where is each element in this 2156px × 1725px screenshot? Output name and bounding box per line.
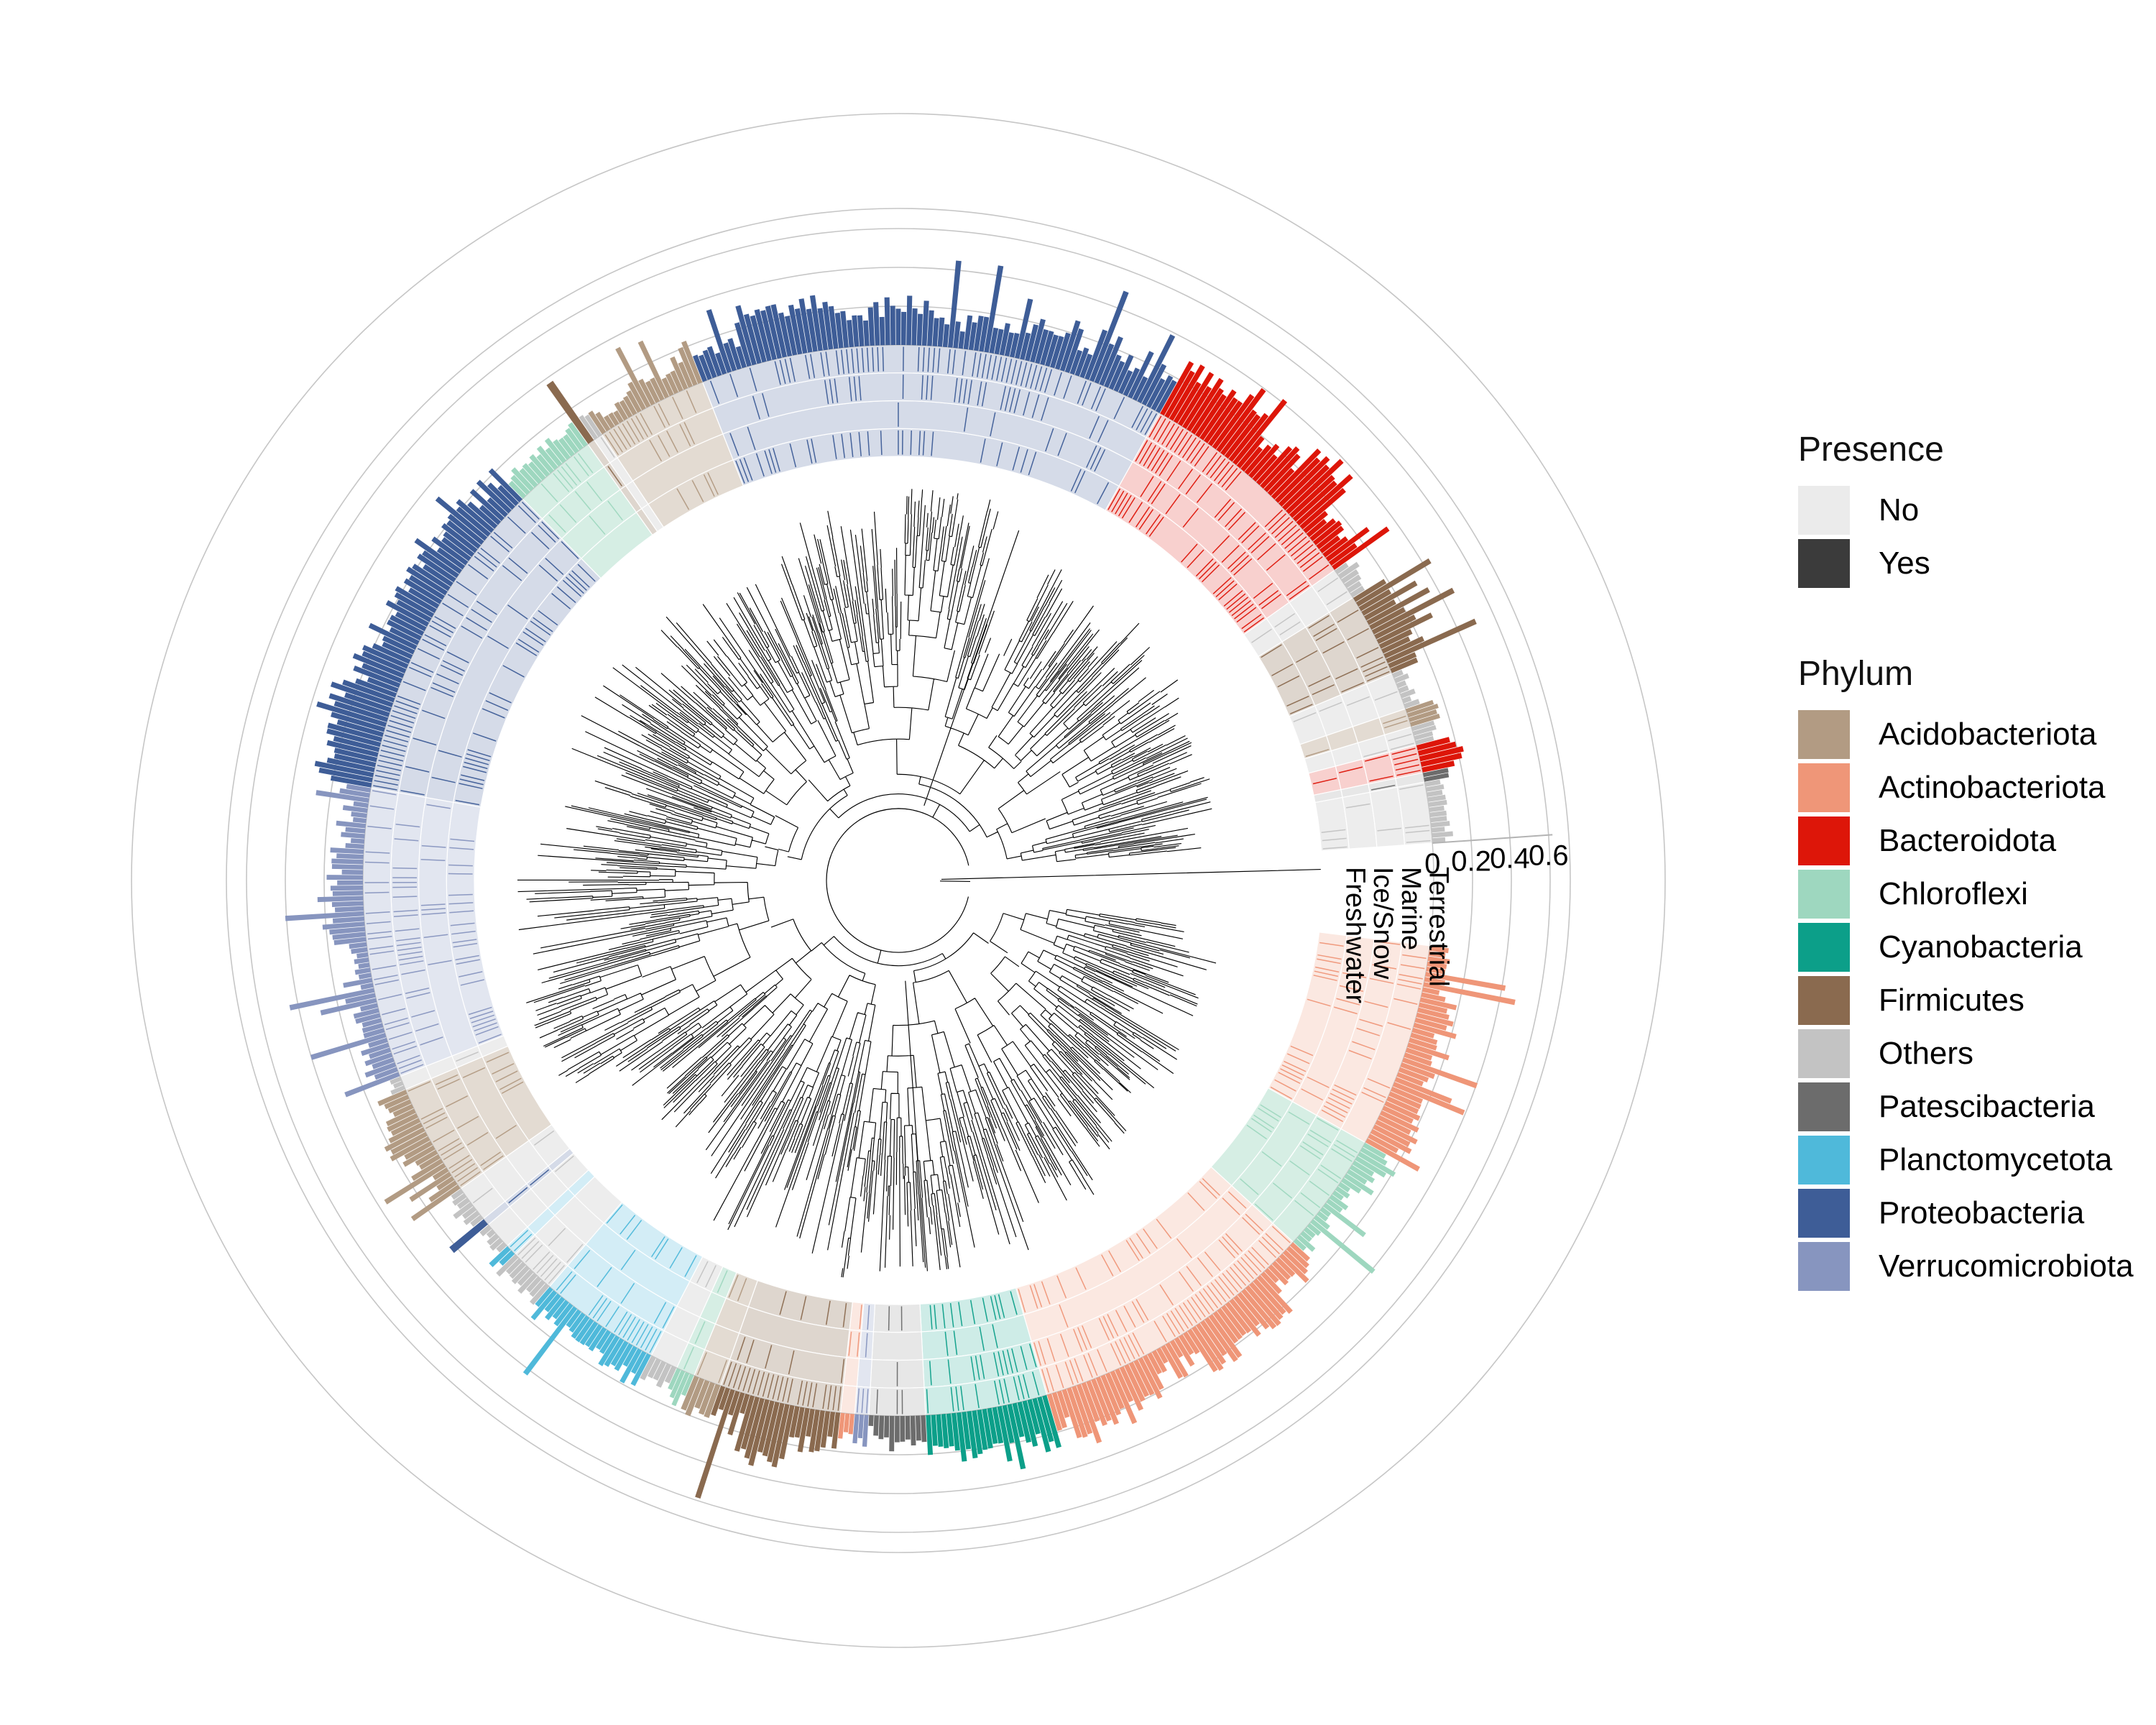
- acidobacteriota-swatch: [1798, 710, 1850, 759]
- cyanobacteria-swatch: [1798, 923, 1850, 972]
- verrucomicrobiota-swatch: [1798, 1242, 1850, 1291]
- bacteroidota-label: Bacteroidota: [1879, 823, 2057, 858]
- legend-presence-title: Presence: [1798, 431, 1944, 469]
- presence-no-label: No: [1879, 492, 1920, 528]
- bar-ring: [285, 260, 1516, 1499]
- axis-tick-label: 0: [1424, 848, 1440, 880]
- legend-phylum-items: Acidobacteriota Actinobacteriota Bactero…: [1798, 710, 2143, 1295]
- legend: Presence No Yes Phylum Acidobacteriota A…: [1798, 431, 2143, 1295]
- heatmap-rings: [362, 344, 1433, 1417]
- axis-tick-label: 0.4: [1490, 843, 1530, 875]
- planctomycetota-label: Planctomycetota: [1879, 1142, 2113, 1177]
- chloroflexi-swatch: [1798, 870, 1850, 919]
- legend-item-cyanobacteria: Cyanobacteria: [1798, 923, 2143, 972]
- presence-ticks: [364, 346, 1431, 1414]
- ring-label-freshwater: Freshwater: [1340, 867, 1370, 1003]
- presence-yes-swatch: [1798, 539, 1850, 588]
- patescibacteria-swatch: [1798, 1082, 1850, 1131]
- firmicutes-label: Firmicutes: [1879, 983, 2024, 1018]
- ring-label-terrestrial: Terrestrial: [1424, 867, 1454, 987]
- legend-item-patescibacteria: Patescibacteria: [1798, 1082, 2143, 1131]
- tree: [517, 489, 1321, 1278]
- legend-item-planctomycetota: Planctomycetota: [1798, 1136, 2143, 1184]
- legend-phylum-title: Phylum: [1798, 655, 1914, 693]
- planctomycetota-swatch: [1798, 1136, 1850, 1184]
- cyanobacteria-label: Cyanobacteria: [1879, 929, 2083, 965]
- ring-label-marine: Marine: [1396, 867, 1426, 950]
- axis-tick-label: 0.2: [1451, 845, 1491, 877]
- radial-axis: 0 0.20.40.6: [1424, 834, 1569, 880]
- legend-item-chloroflexi: Chloroflexi: [1798, 870, 2143, 919]
- patescibacteria-label: Patescibacteria: [1879, 1089, 2095, 1124]
- legend-item-proteobacteria: Proteobacteria: [1798, 1189, 2143, 1238]
- legend-item-others: Others: [1798, 1029, 2143, 1078]
- legend-item-presence-yes: Yes: [1798, 539, 2143, 588]
- legend-spacer: [1798, 592, 2143, 656]
- actinobacteriota-label: Actinobacteriota: [1879, 770, 2106, 805]
- acidobacteriota-label: Acidobacteriota: [1879, 717, 2097, 752]
- legend-item-actinobacteriota: Actinobacteriota: [1798, 763, 2143, 812]
- legend-item-verrucomicrobiota: Verrucomicrobiota: [1798, 1242, 2143, 1291]
- presence-yes-label: Yes: [1879, 546, 1930, 581]
- others-label: Others: [1879, 1036, 1974, 1071]
- firmicutes-swatch: [1798, 976, 1850, 1025]
- others-swatch: [1798, 1029, 1850, 1078]
- legend-item-presence-no: No: [1798, 486, 2143, 535]
- chloroflexi-label: Chloroflexi: [1879, 876, 2028, 911]
- verrucomicrobiota-label: Verrucomicrobiota: [1879, 1248, 2134, 1284]
- legend-item-firmicutes: Firmicutes: [1798, 976, 2143, 1025]
- actinobacteriota-swatch: [1798, 763, 1850, 812]
- axis-tick-label: 0.6: [1529, 840, 1569, 872]
- legend-presence-items: No Yes: [1798, 486, 2143, 592]
- presence-no-swatch: [1798, 486, 1850, 535]
- bacteroidota-swatch: [1798, 816, 1850, 865]
- legend-item-acidobacteriota: Acidobacteriota: [1798, 710, 2143, 759]
- ring-label-icesnow: Ice/Snow: [1368, 867, 1398, 980]
- proteobacteria-swatch: [1798, 1189, 1850, 1238]
- proteobacteria-label: Proteobacteria: [1879, 1195, 2085, 1230]
- legend-item-bacteroidota: Bacteroidota: [1798, 816, 2143, 865]
